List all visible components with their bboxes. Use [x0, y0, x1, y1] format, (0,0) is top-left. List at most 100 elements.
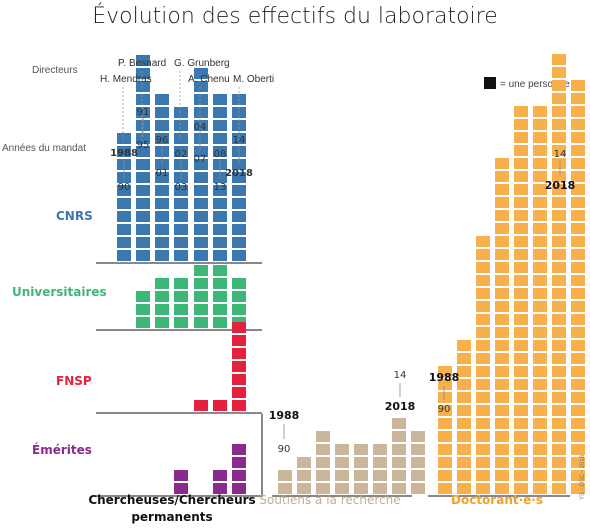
bar-segment [533, 418, 547, 429]
bar-segment [136, 291, 150, 302]
bar-segment [552, 249, 566, 260]
bar-segment [533, 483, 547, 494]
bar-segment [552, 353, 566, 364]
bar-segment [232, 483, 246, 494]
bar-segment [457, 392, 471, 403]
bar-segment [533, 171, 547, 182]
legend-swatch [484, 77, 496, 89]
bar-segment [392, 444, 406, 455]
bar-segment [174, 120, 188, 131]
bar-segment [571, 145, 585, 156]
bar-segment [316, 470, 330, 481]
bar-segment [476, 483, 490, 494]
bar-segment [213, 107, 227, 118]
bar-segment [476, 275, 490, 286]
bar-segment [117, 198, 131, 209]
bar-segment [213, 237, 227, 248]
term-start: 96 [156, 135, 169, 146]
bar-segment [117, 133, 131, 144]
bar-segment [571, 80, 585, 91]
bar-segment [155, 211, 169, 222]
bar-segment [297, 457, 311, 468]
bar-segment [278, 483, 292, 494]
bar-segment [571, 275, 585, 286]
term-start: 14 [233, 135, 246, 146]
term-end: 07 [194, 154, 207, 165]
bar-segment [533, 210, 547, 221]
bar-segment [514, 444, 528, 455]
bar-segment [411, 457, 425, 468]
bar-segment [232, 387, 246, 398]
bar-segment [438, 431, 452, 442]
bar-segment [438, 392, 452, 403]
bar-segment [457, 470, 471, 481]
term-start: 02 [175, 149, 188, 160]
bar-segment [571, 353, 585, 364]
bar-segment [514, 301, 528, 312]
term-end: 01 [156, 168, 169, 179]
bar-segment [194, 278, 208, 289]
bar-segment [213, 198, 227, 209]
bar-segment [117, 224, 131, 235]
bar-segment [552, 301, 566, 312]
bar-segment [495, 275, 509, 286]
bar-segment [495, 353, 509, 364]
bar-segment [495, 288, 509, 299]
bar-segment [411, 483, 425, 494]
bar-segment [232, 133, 246, 144]
bar-segment [438, 405, 452, 416]
bar-segment [136, 107, 150, 118]
bar-segment [392, 418, 406, 429]
director-name: H. Mendras [100, 74, 152, 85]
annees-label: Années du mandat [2, 143, 86, 154]
bar-segment [174, 250, 188, 261]
bar-segment [495, 327, 509, 338]
bar-segment [213, 185, 227, 196]
bar-segment [136, 185, 150, 196]
bar-segment [495, 249, 509, 260]
bar-segment [533, 249, 547, 260]
bar-segment [571, 171, 585, 182]
bar-segment [213, 211, 227, 222]
bar-segment [495, 405, 509, 416]
bar-segment [174, 133, 188, 144]
bar-segment [335, 483, 349, 494]
bar-segment [232, 237, 246, 248]
bar-segment [194, 304, 208, 315]
bar-segment [457, 353, 471, 364]
bar-segment [533, 366, 547, 377]
bar-segment [571, 197, 585, 208]
bar-segment [571, 249, 585, 260]
bar-segment [194, 94, 208, 105]
bar-segment [552, 236, 566, 247]
bar-segment [155, 278, 169, 289]
bar-segment [552, 431, 566, 442]
bar-segment [514, 197, 528, 208]
bar-segment [194, 107, 208, 118]
bar-segment [438, 483, 452, 494]
bar-segment [155, 237, 169, 248]
bar-segment [476, 418, 490, 429]
bar-segment [155, 224, 169, 235]
term-end: 95 [137, 140, 150, 151]
bar-segment [213, 250, 227, 261]
bar-segment [476, 457, 490, 468]
bar-segment [495, 418, 509, 429]
bar-segment [392, 470, 406, 481]
group-label-line2: permanents [131, 510, 212, 524]
bar-segment [213, 470, 227, 481]
bar-segment [495, 379, 509, 390]
bar-segment [533, 405, 547, 416]
bar-segment [533, 106, 547, 117]
bar-segment [373, 470, 387, 481]
bar-segment [533, 132, 547, 143]
bar-segment [194, 172, 208, 183]
bar-segment [476, 340, 490, 351]
bar-segment [476, 327, 490, 338]
term-start: 1988 [110, 148, 138, 159]
bar-segment [278, 470, 292, 481]
bar-segment [174, 224, 188, 235]
bar-segment [155, 198, 169, 209]
bar-segment [117, 237, 131, 248]
bar-segment [194, 265, 208, 276]
